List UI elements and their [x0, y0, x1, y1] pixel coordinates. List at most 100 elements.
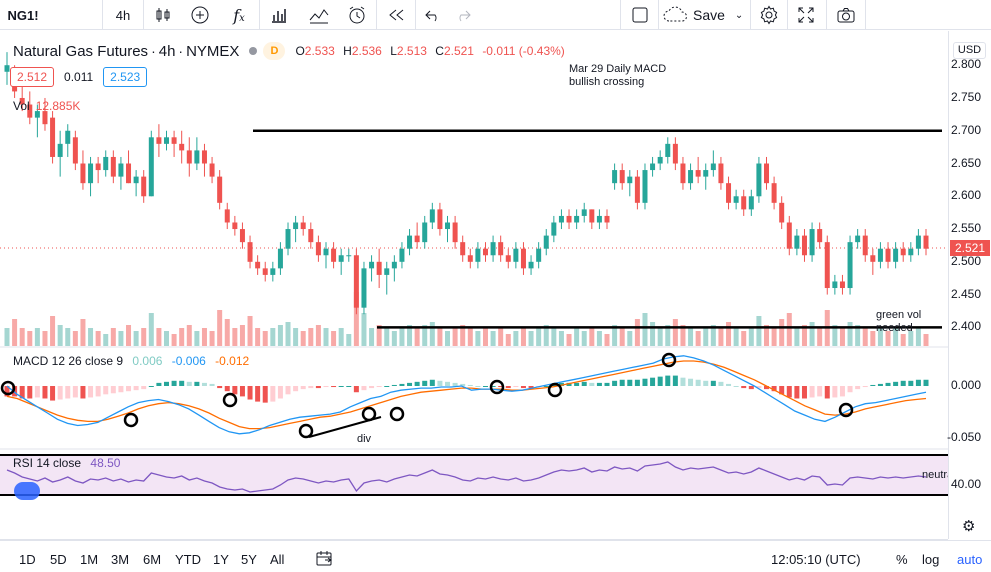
candle-body: [156, 137, 162, 144]
volume-bar: [407, 325, 413, 346]
series-timeframe: 4h: [158, 42, 176, 60]
percent-toggle[interactable]: %: [896, 552, 908, 567]
settings-gear-icon: [760, 5, 778, 25]
volume-bar: [513, 331, 519, 346]
volume-bar: [460, 325, 466, 346]
macd-histogram-bar: [270, 386, 276, 402]
save-button[interactable]: Save ⌄: [662, 0, 748, 30]
range-button-3m[interactable]: 3M: [111, 552, 130, 567]
candle-body: [224, 209, 230, 223]
volume-bar: [801, 325, 807, 346]
range-button-6m[interactable]: 6M: [143, 552, 162, 567]
volume-bar: [520, 328, 526, 346]
macd-histogram-bar: [855, 386, 861, 390]
volume-bar: [817, 328, 823, 346]
chart-canvas[interactable]: [0, 31, 948, 539]
macd-histogram-bar: [490, 386, 496, 387]
volume-bar: [589, 328, 595, 346]
volume-bar: [27, 331, 33, 346]
candle-body: [34, 111, 40, 118]
candle-body: [490, 242, 496, 256]
camera-icon: [837, 8, 855, 23]
candle-body: [163, 137, 169, 144]
macd-histogram-bar: [262, 386, 268, 403]
chart-type-button[interactable]: [146, 0, 180, 30]
undo-button[interactable]: [418, 0, 448, 30]
axis-settings-gear-icon[interactable]: ⚙: [962, 518, 976, 535]
volume-bar: [126, 325, 132, 346]
range-button-ytd[interactable]: YTD: [175, 552, 201, 567]
green-volume-note[interactable]: green vol needed: [876, 309, 922, 334]
macd-histogram-bar: [893, 381, 899, 386]
chart-pane[interactable]: Natural Gas Futures · 4h · NYMEX D O2.53…: [0, 31, 956, 563]
buy-price-button[interactable]: 2.523: [103, 67, 148, 87]
range-button-all[interactable]: All: [270, 552, 285, 567]
spread-value: 0.011: [64, 70, 94, 84]
macd-histogram-bar: [88, 386, 94, 398]
macd-histogram-bar: [862, 386, 868, 388]
macd-cross-marker: [222, 392, 238, 408]
series-name: Natural Gas Futures: [13, 42, 149, 60]
rsi-neutral-note[interactable]: neutral: [922, 469, 956, 481]
log-toggle[interactable]: log: [922, 552, 940, 567]
macd-histogram-bar: [832, 386, 838, 398]
delayed-badge[interactable]: D: [263, 42, 286, 60]
macd-histogram-bar: [877, 383, 883, 386]
volume-bar: [779, 319, 785, 346]
volume-bar: [467, 328, 473, 346]
volume-bar: [270, 328, 276, 346]
range-button-5y[interactable]: 5Y: [241, 552, 257, 567]
candle-body: [801, 235, 807, 256]
compare-button[interactable]: [183, 0, 217, 30]
volume-bar: [870, 331, 876, 346]
financials-button[interactable]: [262, 0, 296, 30]
interval-button[interactable]: 4h: [103, 0, 143, 30]
macd-histogram-bar: [619, 379, 625, 386]
price-axis[interactable]: USD 2.800 2.750 2.700 2.650 2.600 2.550 2.500 2…: [947, 31, 991, 539]
candle-body: [437, 209, 443, 230]
candle-body: [642, 170, 648, 203]
candle-body: [809, 229, 815, 256]
sell-price-button[interactable]: 2.512: [10, 67, 55, 87]
auto-toggle[interactable]: auto: [957, 552, 983, 567]
volume-bar: [34, 328, 40, 346]
replay-button[interactable]: [380, 0, 414, 30]
range-button-1y[interactable]: 1Y: [213, 552, 229, 567]
volume-bar: [57, 325, 63, 346]
macd-histogram-bar: [12, 386, 18, 397]
settings-button[interactable]: [753, 0, 785, 30]
fullscreen-select-button[interactable]: [624, 0, 656, 30]
screenshot-button[interactable]: [829, 0, 863, 30]
macd-histogram-bar: [308, 386, 314, 389]
macd-crossing-note[interactable]: Mar 29 Daily MACD bullish crossing: [569, 63, 667, 88]
candle-body: [475, 248, 481, 262]
macd-histogram-bar: [604, 382, 610, 386]
candle-body: [179, 143, 185, 151]
macd-histogram-bar: [612, 380, 618, 386]
alert-button[interactable]: [340, 0, 374, 30]
macd-cross-marker: [489, 379, 505, 395]
templates-button[interactable]: [302, 0, 336, 30]
candle-body: [141, 176, 147, 197]
symbol-search-button[interactable]: NG1!: [0, 0, 46, 30]
clock-display[interactable]: 12:05:10 (UTC): [771, 552, 861, 567]
fullscreen-button[interactable]: [790, 0, 822, 30]
quote-panel: 2.512 0.011 2.523: [10, 67, 148, 87]
divergence-note[interactable]: div: [357, 433, 372, 445]
macd-histogram-bar: [900, 380, 906, 386]
macd-histogram-bar: [786, 386, 792, 398]
macd-histogram-bar: [870, 384, 876, 386]
volume-bar: [399, 328, 405, 346]
redo-button[interactable]: [448, 0, 478, 30]
macd-histogram-bar: [247, 386, 253, 400]
range-button-5d[interactable]: 5D: [50, 552, 67, 567]
currency-button[interactable]: USD: [953, 42, 986, 59]
range-button-1d[interactable]: 1D: [19, 552, 36, 567]
candle-body: [338, 255, 344, 262]
goto-date-button[interactable]: [315, 549, 333, 570]
volume-bar: [627, 331, 633, 346]
range-button-1m[interactable]: 1M: [80, 552, 99, 567]
candle-body: [399, 248, 405, 262]
indicators-button[interactable]: fx: [220, 0, 258, 30]
candle-body: [634, 176, 640, 203]
